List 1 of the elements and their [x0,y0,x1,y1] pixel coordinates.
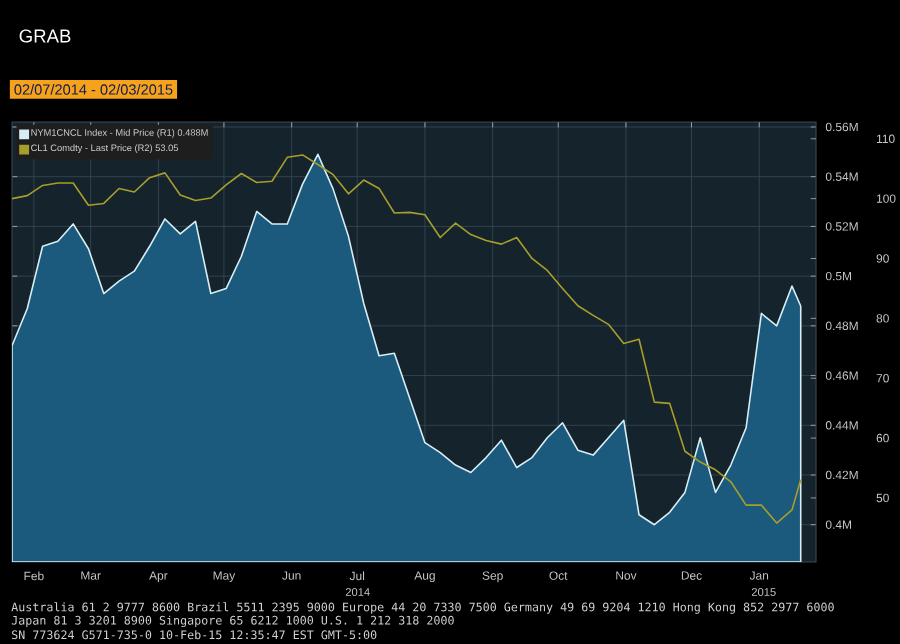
chart-title: GRAB [19,29,71,43]
